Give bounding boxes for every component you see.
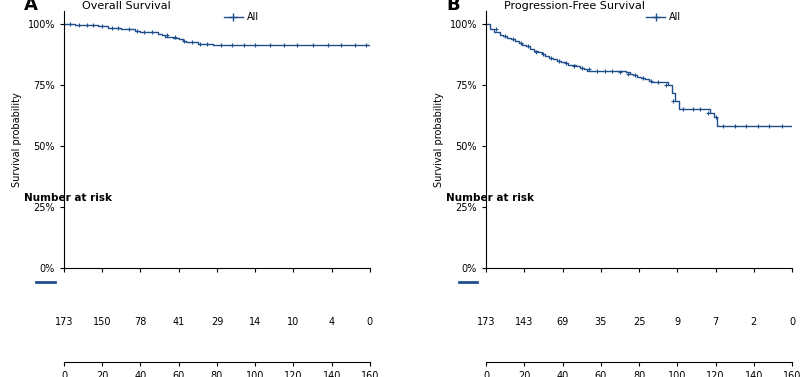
Text: Number at risk: Number at risk (446, 193, 534, 203)
Text: 173: 173 (477, 317, 495, 327)
Text: A: A (24, 0, 38, 14)
Text: 10: 10 (287, 317, 299, 327)
Text: 7: 7 (713, 317, 718, 327)
Text: 25: 25 (633, 317, 646, 327)
Text: 4: 4 (329, 317, 334, 327)
Text: 29: 29 (210, 317, 223, 327)
Y-axis label: Survival probability: Survival probability (12, 92, 22, 187)
Text: 69: 69 (557, 317, 569, 327)
Y-axis label: Survival probability: Survival probability (434, 92, 444, 187)
Text: 35: 35 (594, 317, 607, 327)
Text: B: B (446, 0, 460, 14)
Text: 143: 143 (515, 317, 534, 327)
Legend: All: All (642, 8, 685, 26)
Text: Overall Survival: Overall Survival (82, 0, 171, 11)
Text: 2: 2 (750, 317, 757, 327)
Text: 0: 0 (367, 317, 373, 327)
Text: 14: 14 (249, 317, 262, 327)
Text: 78: 78 (134, 317, 146, 327)
Text: 41: 41 (173, 317, 185, 327)
Text: Number at risk: Number at risk (24, 193, 112, 203)
Text: 173: 173 (54, 317, 74, 327)
Text: Progression-Free Survival: Progression-Free Survival (505, 0, 646, 11)
Text: 9: 9 (674, 317, 680, 327)
Text: 0: 0 (789, 317, 795, 327)
Legend: All: All (220, 8, 263, 26)
Text: 150: 150 (93, 317, 111, 327)
